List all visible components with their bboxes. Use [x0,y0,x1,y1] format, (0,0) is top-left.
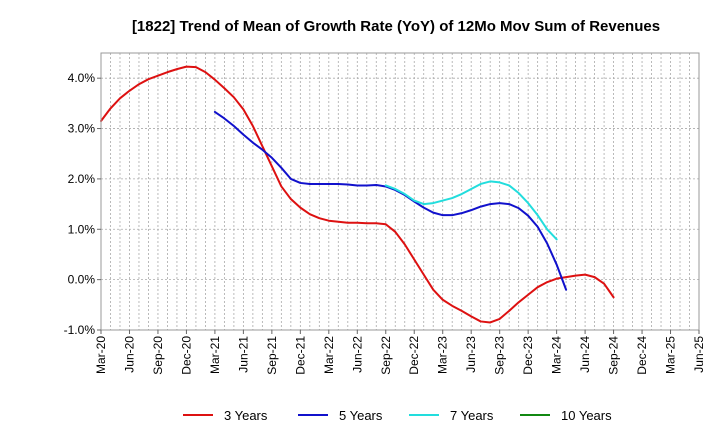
x-tick-label: Mar-23 [436,336,450,374]
x-tick-label: Dec-20 [179,336,193,375]
x-tick-label: Dec-23 [521,336,535,375]
series-line-7-years [384,180,558,241]
x-tick-label: Jun-23 [464,336,478,373]
series-layer [100,65,615,324]
y-tick-label: 4.0% [68,71,96,85]
x-tick-label: Sep-24 [607,336,621,375]
series-line-3-years [100,65,615,324]
x-tick-label: Dec-21 [293,336,307,375]
x-tick-label: Mar-20 [94,336,108,374]
x-tick-label: Jun-21 [236,336,250,373]
legend-label: 5 Years [339,408,383,423]
x-tick-label: Mar-22 [322,336,336,374]
legend-label: 3 Years [224,408,268,423]
x-tick-label: Mar-25 [664,336,678,374]
x-tick-label: Mar-24 [550,336,564,374]
x-tick-label: Jun-22 [350,336,364,373]
y-tick-label: 3.0% [68,122,96,136]
y-tick-label: 1.0% [68,222,96,236]
y-axis-ticks: -1.0% 0.0% 1.0% 2.0% 3.0% 4.0% [64,71,101,337]
x-tick-label: Sep-23 [493,336,507,375]
chart-title: [1822] Trend of Mean of Growth Rate (YoY… [132,18,660,35]
plot-border [100,52,700,331]
y-tick-label: 2.0% [68,172,96,186]
x-tick-label: Dec-22 [407,336,421,375]
x-tick-label: Sep-22 [379,336,393,375]
x-tick-label: Jun-24 [578,336,592,373]
x-tick-label: Mar-21 [208,336,222,374]
x-axis-ticks: Mar-20 Jun-20 Sep-20 Dec-20 Mar-21 Jun-21 Sep-… [94,330,706,375]
x-tick-label: Sep-21 [265,336,279,375]
legend-label: 7 Years [450,408,494,423]
x-tick-label: Sep-20 [151,336,165,375]
x-tick-label: Jun-25 [692,336,706,373]
legend-label: 10 Years [561,408,612,423]
y-tick-label: -1.0% [64,323,96,337]
x-tick-label: Jun-20 [122,336,136,373]
y-tick-label: 0.0% [68,273,96,287]
x-tick-label: Dec-24 [635,336,649,375]
legend: 3 Years 5 Years 7 Years 10 Years [183,408,612,423]
